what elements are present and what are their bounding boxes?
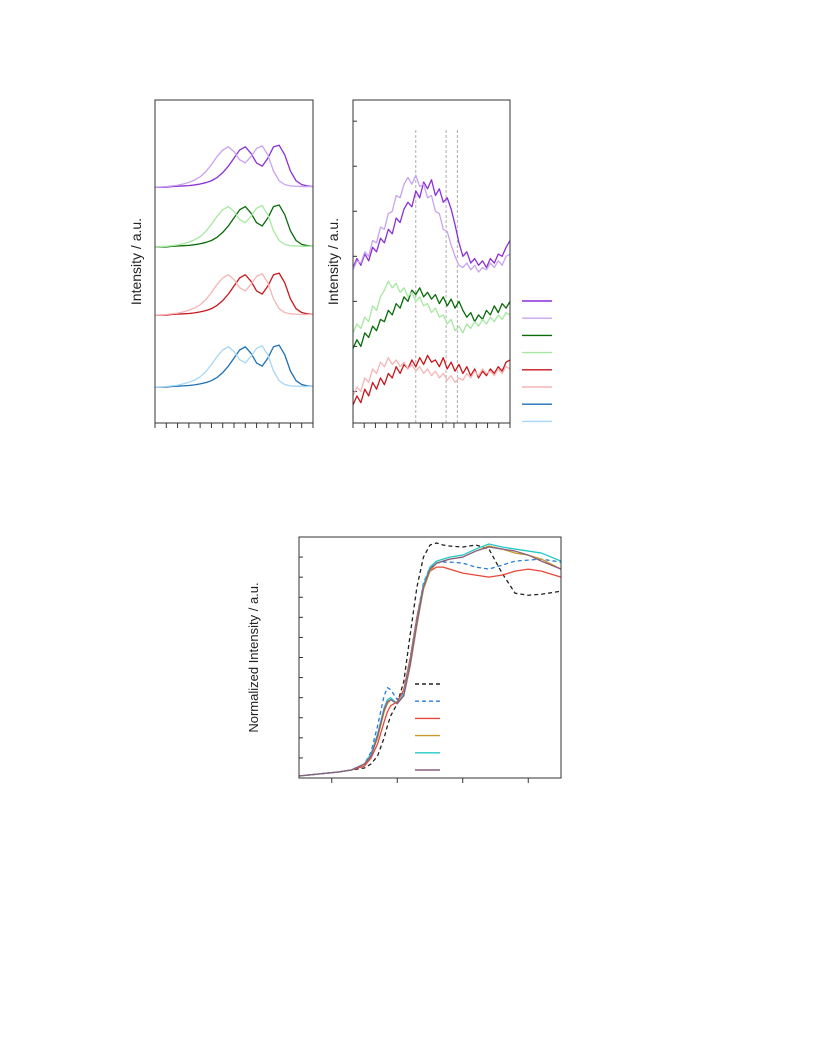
data-line (352, 280, 511, 334)
data-line (352, 357, 511, 397)
data-line (298, 543, 562, 777)
plot-frame (154, 99, 314, 424)
data-line (155, 204, 314, 248)
plot-frame (298, 536, 562, 779)
data-line (352, 287, 511, 349)
plot-frame (352, 99, 511, 424)
data-line (298, 566, 562, 777)
data-line (155, 344, 314, 388)
data-line (155, 144, 314, 188)
data-line (298, 546, 562, 777)
data-line (298, 542, 562, 777)
y-axis-label: Normalized Intensity / a.u. (246, 582, 261, 732)
data-line (154, 145, 313, 188)
data-line (154, 345, 313, 388)
data-line (352, 174, 511, 273)
data-line (298, 558, 562, 777)
data-line (154, 204, 313, 248)
data-line (154, 273, 313, 316)
data-line (352, 179, 511, 269)
data-line (352, 354, 511, 406)
y-axis-label: Intensity / a.u. (128, 218, 144, 305)
data-line (155, 272, 314, 316)
data-line (298, 545, 562, 777)
y-axis-label: Intensity / a.u. (325, 218, 341, 305)
